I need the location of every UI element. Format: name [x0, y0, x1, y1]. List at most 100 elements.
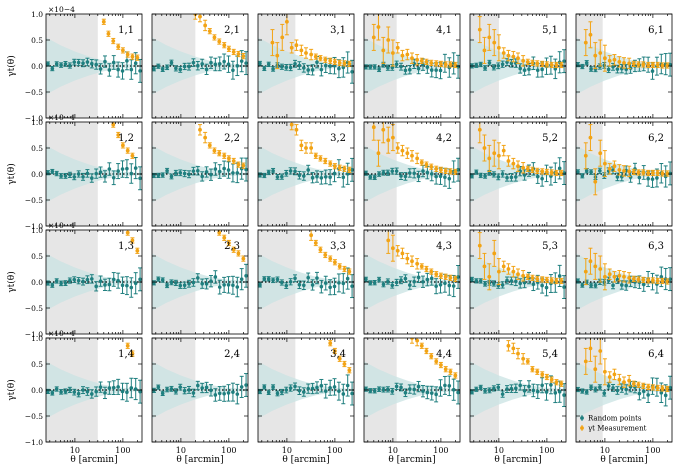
random-point: [372, 65, 377, 69]
random-point: [416, 174, 421, 179]
measurement-point: [299, 143, 304, 148]
measurement-point: [405, 52, 410, 57]
measurement-point: [328, 341, 333, 346]
random-point: [103, 283, 107, 287]
panel-plot-area: [258, 122, 354, 226]
y-exponent-label: ×10−4: [48, 113, 75, 122]
measurement-point: [530, 275, 535, 280]
measurement-point: [337, 356, 342, 361]
random-point: [63, 281, 68, 285]
panel-plot-area: [470, 14, 566, 118]
random-point: [116, 67, 120, 72]
random-point: [178, 67, 183, 72]
measurement-point: [337, 264, 342, 269]
measurement-point: [448, 169, 453, 174]
measurement-point: [482, 264, 487, 269]
random-point: [302, 174, 306, 178]
measurement-point: [583, 40, 588, 45]
random-point: [129, 386, 134, 390]
measurement-point: [612, 372, 617, 377]
random-point: [284, 283, 289, 288]
random-point: [637, 391, 642, 396]
measurement-point: [410, 56, 414, 61]
random-point: [94, 284, 98, 289]
measurement-point: [492, 40, 497, 45]
measurement-point: [544, 170, 549, 174]
measurement-point: [492, 251, 497, 256]
measurement-point: [323, 57, 328, 62]
random-point: [138, 389, 142, 394]
random-point: [200, 281, 204, 286]
random-point: [416, 275, 421, 280]
random-point: [328, 64, 332, 68]
random-point: [492, 386, 496, 391]
panel-4-1: 4,1: [363, 13, 461, 119]
random-point: [293, 384, 297, 389]
measurement-point: [487, 35, 492, 40]
random-point: [611, 64, 615, 69]
panel-plot-area: [258, 14, 354, 118]
panel-plot-area: [576, 230, 672, 334]
measurement-point: [453, 373, 458, 378]
random-point: [235, 64, 240, 68]
measurement-point: [415, 261, 420, 266]
random-point: [615, 388, 620, 393]
measurement-point: [477, 27, 482, 32]
random-point: [434, 174, 438, 179]
random-point: [447, 384, 452, 388]
measurement-point: [434, 166, 439, 171]
random-point: [350, 391, 354, 396]
panel-plot-area: [576, 122, 672, 226]
panel-plot-area: [364, 14, 460, 118]
panel-1-1: −1.0 −0.5 0.0 0.5 1.0 ×10−4 1,1: [25, 5, 143, 123]
random-point: [182, 64, 187, 69]
random-point: [505, 387, 509, 391]
random-point: [262, 277, 267, 281]
measurement-point: [241, 54, 246, 59]
random-point: [580, 389, 585, 393]
random-point: [505, 278, 509, 283]
random-point: [129, 171, 134, 176]
panel-6-4: 10 100 6,4 Random points γt Measurement: [575, 337, 673, 455]
measurement-point: [602, 161, 607, 166]
measurement-point: [482, 48, 487, 53]
measurement-point: [347, 269, 352, 274]
random-point: [204, 67, 209, 72]
random-point: [372, 280, 377, 285]
random-point: [72, 175, 77, 179]
measurement-point: [284, 19, 289, 24]
x-tick-label: 10: [388, 446, 398, 455]
random-point: [580, 283, 585, 287]
measurement-point: [434, 61, 439, 66]
panel-1-3: −1.0 −0.5 0.0 0.5 1.0 ×10−4 1,3: [25, 221, 143, 339]
measurement-point: [424, 267, 429, 271]
measurement-point: [650, 63, 655, 67]
random-point: [196, 276, 200, 280]
random-point: [421, 389, 425, 393]
random-point: [492, 281, 496, 286]
panel-label: 4,3: [436, 241, 452, 252]
measurement-point: [660, 386, 665, 391]
measurement-point: [660, 171, 665, 176]
y-tick-label: 0.5: [31, 252, 43, 261]
random-point: [584, 168, 589, 173]
random-point: [403, 174, 408, 179]
measurement-point: [342, 362, 347, 366]
measurement-point: [516, 56, 520, 61]
measurement-point: [410, 153, 414, 158]
x-tick-label: 10: [176, 446, 186, 455]
measurement-point: [636, 62, 641, 67]
random-point: [434, 284, 438, 288]
panel-plot-area: [470, 230, 566, 334]
random-point: [589, 67, 593, 71]
panel-label: 6,1: [648, 25, 664, 36]
random-point: [478, 385, 483, 390]
random-point: [500, 283, 505, 287]
measurement-point: [583, 269, 588, 274]
random-point: [235, 285, 240, 289]
y-tick-label: 0.0: [31, 278, 43, 287]
random-point: [213, 275, 218, 279]
measurement-point: [511, 346, 516, 351]
random-point: [103, 174, 107, 179]
random-point: [438, 386, 443, 390]
